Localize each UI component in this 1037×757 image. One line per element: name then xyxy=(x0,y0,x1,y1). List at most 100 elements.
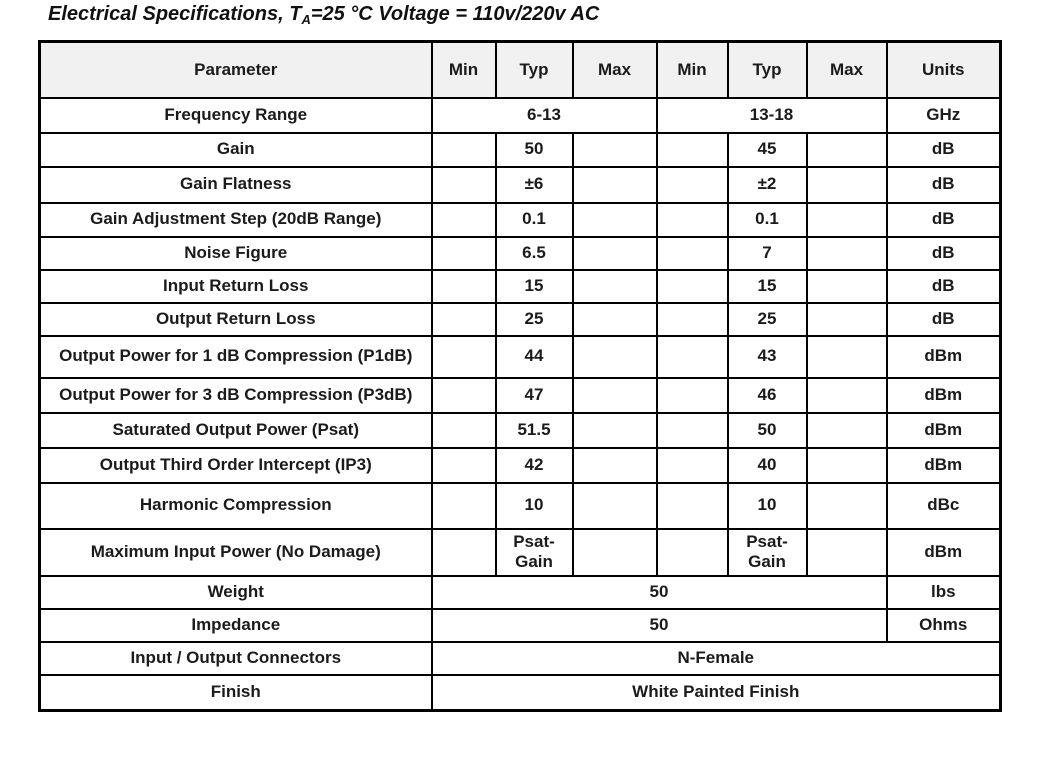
max2-cell xyxy=(805,334,888,379)
param-cell: Saturated Output Power (Psat) xyxy=(38,411,433,449)
table-row: Gain 50 45 dB xyxy=(38,131,1002,168)
max2-cell xyxy=(805,201,888,238)
max1-cell xyxy=(571,481,658,530)
units-cell: dBm xyxy=(885,411,1002,449)
min2-cell xyxy=(655,201,729,238)
min1-cell xyxy=(430,481,497,530)
min2-cell xyxy=(655,268,729,304)
typ1-cell: ±6 xyxy=(494,165,574,204)
header-max-1: Max xyxy=(571,40,658,99)
header-typ-2: Typ xyxy=(726,40,808,99)
table-row: Output Return Loss 25 25 dB xyxy=(38,301,1002,337)
max1-cell xyxy=(571,131,658,168)
min1-cell xyxy=(430,527,497,577)
spec-table: Parameter Min Typ Max Min Typ Max Units … xyxy=(38,40,1002,712)
min1-cell xyxy=(430,268,497,304)
typ1-cell: 15 xyxy=(494,268,574,304)
units-cell: dBm xyxy=(885,446,1002,484)
typ1-cell: 25 xyxy=(494,301,574,337)
max2-cell xyxy=(805,376,888,414)
table-row: Input / Output Connectors N-Female xyxy=(38,640,1002,676)
units-cell: dB xyxy=(885,165,1002,204)
param-cell: Maximum Input Power (No Damage) xyxy=(38,527,433,577)
max2-cell xyxy=(805,301,888,337)
min2-cell xyxy=(655,376,729,414)
param-cell: Weight xyxy=(38,574,433,610)
full-span-value-cell: N-Female xyxy=(430,640,1002,676)
max2-cell xyxy=(805,527,888,577)
typ1-cell: 47 xyxy=(494,376,574,414)
table-row: Finish White Painted Finish xyxy=(38,673,1002,712)
min2-cell xyxy=(655,334,729,379)
table-row: Output Power for 1 dB Compression (P1dB)… xyxy=(38,334,1002,379)
min2-cell xyxy=(655,301,729,337)
units-cell: dB xyxy=(885,301,1002,337)
typ2-cell: 50 xyxy=(726,411,808,449)
typ2-cell: 43 xyxy=(726,334,808,379)
param-cell: Output Third Order Intercept (IP3) xyxy=(38,446,433,484)
min1-cell xyxy=(430,235,497,271)
param-cell: Gain Adjustment Step (20dB Range) xyxy=(38,201,433,238)
min1-cell xyxy=(430,446,497,484)
typ2-cell: 15 xyxy=(726,268,808,304)
min2-cell xyxy=(655,527,729,577)
table-row: Weight 50 lbs xyxy=(38,574,1002,610)
max1-cell xyxy=(571,165,658,204)
table-row: Harmonic Compression 10 10 dBc xyxy=(38,481,1002,530)
typ1-cell: 44 xyxy=(494,334,574,379)
typ1-cell: Psat- Gain xyxy=(494,527,574,577)
typ1-cell: 50 xyxy=(494,131,574,168)
typ2-cell: ±2 xyxy=(726,165,808,204)
merged-value-cell: 50 xyxy=(430,607,888,643)
max1-cell xyxy=(571,235,658,271)
typ2-cell: 10 xyxy=(726,481,808,530)
units-cell: dBm xyxy=(885,527,1002,577)
max2-cell xyxy=(805,165,888,204)
table-row: Maximum Input Power (No Damage) Psat- Ga… xyxy=(38,527,1002,577)
units-cell: dBc xyxy=(885,481,1002,530)
max2-cell xyxy=(805,446,888,484)
typ2-cell: 40 xyxy=(726,446,808,484)
typ2-cell: 45 xyxy=(726,131,808,168)
max1-cell xyxy=(571,334,658,379)
typ2-cell: 46 xyxy=(726,376,808,414)
typ1-cell: 0.1 xyxy=(494,201,574,238)
param-cell: Gain Flatness xyxy=(38,165,433,204)
units-cell: GHz xyxy=(885,96,1002,134)
param-cell: Noise Figure xyxy=(38,235,433,271)
min1-cell xyxy=(430,411,497,449)
table-row: Gain Flatness ±6 ±2 dB xyxy=(38,165,1002,204)
page-title: Electrical Specifications, TA=25 °C Volt… xyxy=(48,3,600,27)
units-cell: dB xyxy=(885,201,1002,238)
min2-cell xyxy=(655,131,729,168)
param-cell: Output Power for 1 dB Compression (P1dB) xyxy=(38,334,433,379)
title-suffix: =25 °C Voltage = 110v/220v AC xyxy=(310,3,600,25)
header-min-1: Min xyxy=(430,40,497,99)
max1-cell xyxy=(571,376,658,414)
table-row: Noise Figure 6.5 7 dB xyxy=(38,235,1002,271)
band2-value-cell: 13-18 xyxy=(655,96,888,134)
header-min-2: Min xyxy=(655,40,729,99)
header-units: Units xyxy=(885,40,1002,99)
param-cell: Input / Output Connectors xyxy=(38,640,433,676)
title-prefix: Electrical Specifications, T xyxy=(48,3,302,25)
header-max-2: Max xyxy=(805,40,888,99)
max1-cell xyxy=(571,201,658,238)
table-row: Impedance 50 Ohms xyxy=(38,607,1002,643)
min1-cell xyxy=(430,301,497,337)
min1-cell xyxy=(430,165,497,204)
min1-cell xyxy=(430,334,497,379)
param-cell: Finish xyxy=(38,673,433,712)
header-typ-1: Typ xyxy=(494,40,574,99)
max1-cell xyxy=(571,411,658,449)
typ1-cell: 6.5 xyxy=(494,235,574,271)
typ1-cell: 10 xyxy=(494,481,574,530)
max1-cell xyxy=(571,446,658,484)
min1-cell xyxy=(430,376,497,414)
typ1-cell: 51.5 xyxy=(494,411,574,449)
max2-cell xyxy=(805,235,888,271)
table-row: Gain Adjustment Step (20dB Range) 0.1 0.… xyxy=(38,201,1002,238)
units-cell: dBm xyxy=(885,334,1002,379)
max2-cell xyxy=(805,481,888,530)
